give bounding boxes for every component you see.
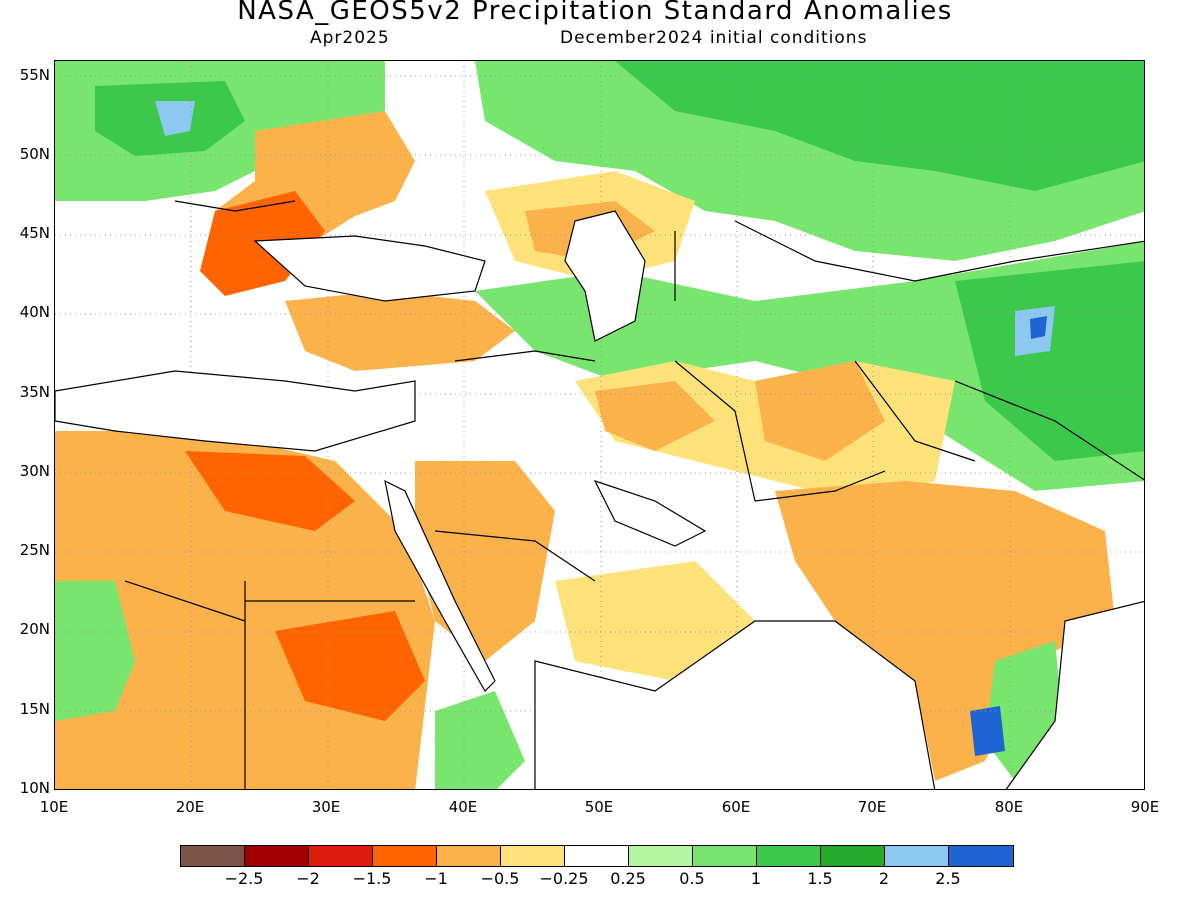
init-conditions: December2024 initial conditions — [560, 28, 868, 48]
region-sahara-dry-core — [185, 451, 355, 531]
arabian-sea — [534, 620, 936, 789]
region-russia-wet-core — [615, 61, 1144, 191]
colorbar-swatch-0 — [181, 846, 245, 866]
lon-label-60e: 60E — [721, 798, 751, 816]
colorbar-swatch-8 — [693, 846, 757, 866]
lat-label-35n: 35N — [19, 383, 50, 401]
forecast-month: Apr2025 — [310, 28, 390, 48]
black-sea — [253, 235, 486, 302]
colorbar-label-11: 2.5 — [935, 869, 961, 888]
colorbar-label-10: 2 — [878, 869, 890, 888]
colorbar-swatch-11 — [885, 846, 949, 866]
lat-label-30n: 30N — [19, 462, 50, 480]
lon-label-50e: 50E — [584, 798, 614, 816]
caspian-sea — [564, 210, 646, 342]
colorbar-label-3: −1 — [424, 869, 448, 888]
anomaly-map — [54, 60, 1145, 790]
colorbar-swatch-7 — [629, 846, 693, 866]
region-iran-dry-core — [595, 381, 715, 451]
region-west-africa-wet — [55, 581, 135, 721]
anomaly-map-canvas — [55, 61, 1144, 789]
region-tibet-wet-core — [955, 261, 1144, 461]
lat-label-10n: 10N — [19, 779, 50, 797]
lat-label-50n: 50N — [19, 145, 50, 163]
bay-of-bengal — [1005, 600, 1144, 789]
colorbar-label-6: 0.25 — [610, 869, 646, 888]
colorbar-label-4: −0.5 — [480, 869, 520, 888]
lon-label-80e: 80E — [994, 798, 1024, 816]
colorbar-swatch-5 — [501, 846, 565, 866]
lat-label-55n: 55N — [19, 66, 50, 84]
region-india-dry — [775, 481, 1115, 781]
colorbar-label-1: −2 — [296, 869, 320, 888]
lat-label-25n: 25N — [19, 541, 50, 559]
colorbar-label-9: 1.5 — [807, 869, 833, 888]
colorbar-swatch-9 — [757, 846, 821, 866]
colorbar-swatch-10 — [821, 846, 885, 866]
colorbar-label-7: 0.5 — [679, 869, 705, 888]
mediterranean-sea — [55, 370, 416, 452]
country-borders — [124, 200, 1144, 789]
region-arabia-dry-south — [555, 561, 755, 681]
lon-label-90e: 90E — [1130, 798, 1160, 816]
persian-gulf — [593, 479, 707, 547]
colorbar — [180, 845, 1014, 867]
lon-label-30e: 30E — [311, 798, 341, 816]
lon-label-70e: 70E — [857, 798, 887, 816]
region-sudan-dry-core — [275, 611, 425, 721]
lon-label-10e: 10E — [39, 798, 69, 816]
map-title: NASA_GEOS5v2 Precipitation Standard Anom… — [237, 0, 953, 26]
lat-label-45n: 45N — [19, 224, 50, 242]
lon-label-20e: 20E — [175, 798, 205, 816]
region-turkey-dry — [285, 291, 515, 371]
region-tibet-wet-max — [1030, 316, 1047, 339]
colorbar-swatch-2 — [309, 846, 373, 866]
lat-label-40n: 40N — [19, 303, 50, 321]
colorbar-label-0: −2.5 — [224, 869, 264, 888]
colorbar-label-8: 1 — [750, 869, 762, 888]
colorbar-swatch-6 — [565, 846, 629, 866]
lon-label-40e: 40E — [448, 798, 478, 816]
colorbar-swatch-4 — [437, 846, 501, 866]
colorbar-swatch-3 — [373, 846, 437, 866]
colorbar-swatch-1 — [245, 846, 309, 866]
colorbar-label-5: −0.25 — [539, 869, 589, 888]
colorbar-swatch-12 — [949, 846, 1013, 866]
red-sea — [384, 479, 496, 692]
lat-label-20n: 20N — [19, 620, 50, 638]
colorbar-label-2: −1.5 — [352, 869, 392, 888]
lat-label-15n: 15N — [19, 700, 50, 718]
region-afghan-dry-core — [755, 361, 885, 461]
region-south-india-wet-core — [970, 706, 1005, 756]
region-europe-north-wet-peak — [155, 101, 195, 136]
region-ethiopia-wet — [435, 691, 525, 789]
